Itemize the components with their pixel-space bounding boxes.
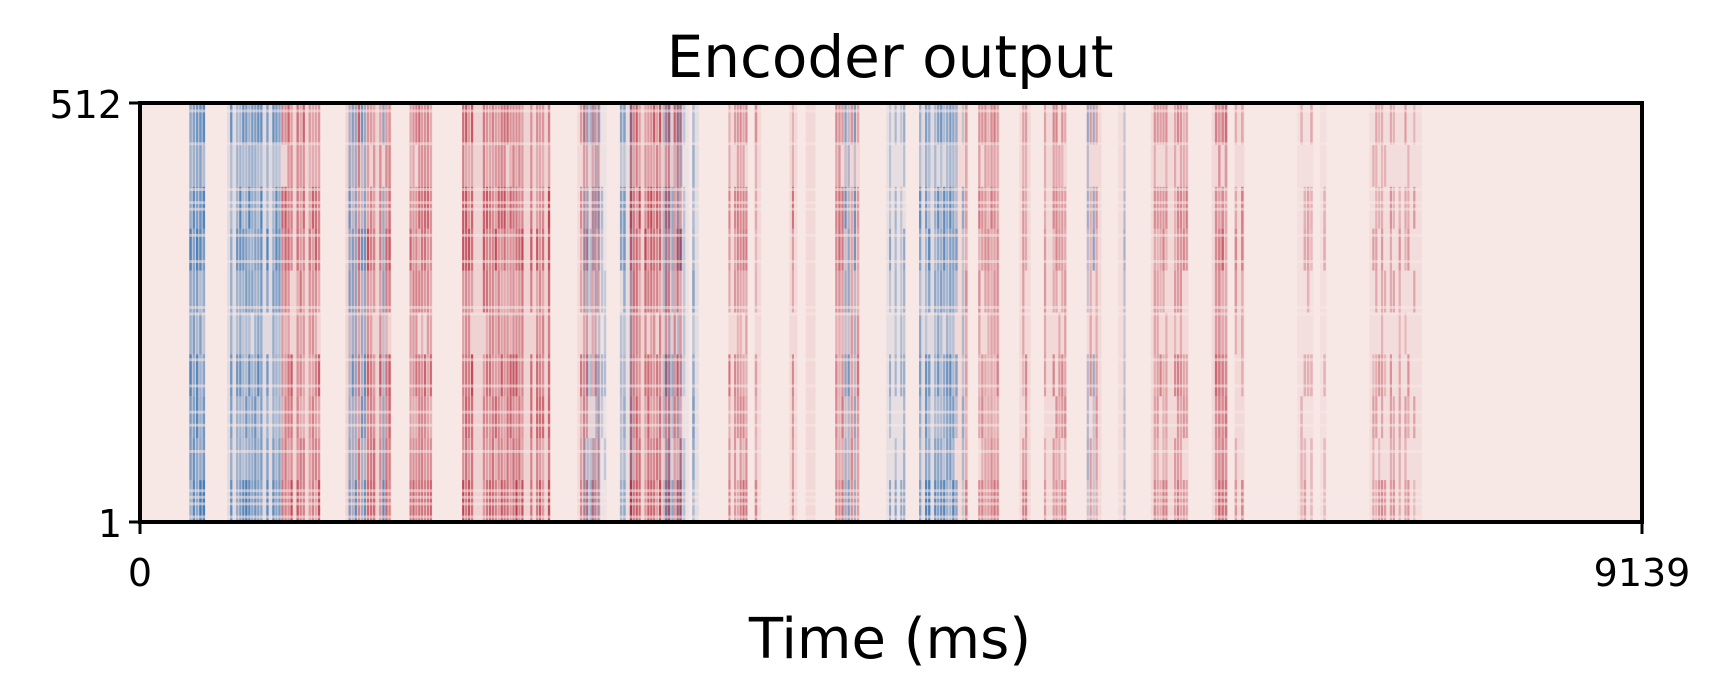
plot-frame [138, 101, 1644, 524]
x-axis: 0 9139 Time (ms) [128, 522, 1690, 672]
y-axis: 512 1 [49, 83, 140, 546]
y-tick-label-bottom: 1 [98, 502, 122, 546]
heatmap-bands [189, 103, 1422, 522]
plot-area [138, 101, 1644, 524]
row-stripes [189, 109, 1422, 519]
x-axis-label: Time (ms) [748, 607, 1031, 672]
chart-title: Encoder output [667, 23, 1114, 91]
x-tick-label-left: 0 [128, 551, 152, 595]
x-tick-label-right: 9139 [1594, 551, 1691, 595]
y-tick-label-top: 512 [49, 83, 122, 127]
